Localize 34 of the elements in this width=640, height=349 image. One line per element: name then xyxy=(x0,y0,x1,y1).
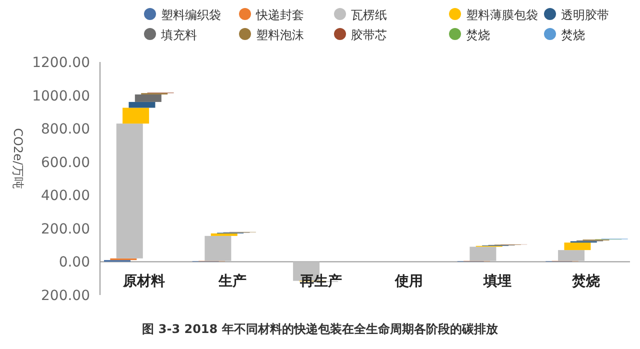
y-tick-label: 1000.00 xyxy=(32,88,90,104)
bar xyxy=(558,250,585,261)
bar xyxy=(134,94,162,102)
bar xyxy=(470,246,496,261)
x-tick-label: 使用 xyxy=(394,274,424,290)
bar xyxy=(122,108,150,124)
bar xyxy=(128,102,156,108)
legend-label: 填充料 xyxy=(160,28,197,42)
y-tick-label: 600.00 xyxy=(41,154,90,171)
legend-label: 焚烧 xyxy=(466,28,490,42)
legend-label: 塑料薄膜包袋 xyxy=(466,8,538,22)
legend-label: 瓦楞纸 xyxy=(351,8,387,22)
bar xyxy=(564,242,591,250)
text: 图 3-3 2018 年不同材料的快递包装在全生命周期各阶段的碳排放 xyxy=(142,322,499,336)
legend-label: 塑料编织袋 xyxy=(161,8,221,22)
y-tick-label: 200.00 xyxy=(41,221,90,238)
legend-label: 透明胶带 xyxy=(561,8,609,22)
y-tick-label: 800.00 xyxy=(41,122,90,138)
x-tick-label: 焚烧 xyxy=(570,274,600,290)
bar xyxy=(116,124,143,258)
legend-label: 塑料泡沫 xyxy=(256,28,304,42)
x-tick-label: 填埋 xyxy=(482,274,512,290)
y-tick-label: 1200.00 xyxy=(32,55,90,71)
legend-label: 快递封套 xyxy=(255,8,304,22)
y-tick-label: 200.00 xyxy=(41,288,90,304)
x-tick-label: 原材料 xyxy=(122,274,166,290)
bar xyxy=(210,233,238,236)
y-tick-label: 400.00 xyxy=(41,188,90,204)
x-tick-label: 生产 xyxy=(218,272,246,290)
bar xyxy=(204,236,232,261)
y-tick-label: 0.00 xyxy=(58,254,90,271)
legend-label: 胶带芯 xyxy=(351,28,387,42)
y-axis-title: CO2e/万吨 xyxy=(11,128,25,189)
legend-label: 焚烧 xyxy=(561,28,585,42)
